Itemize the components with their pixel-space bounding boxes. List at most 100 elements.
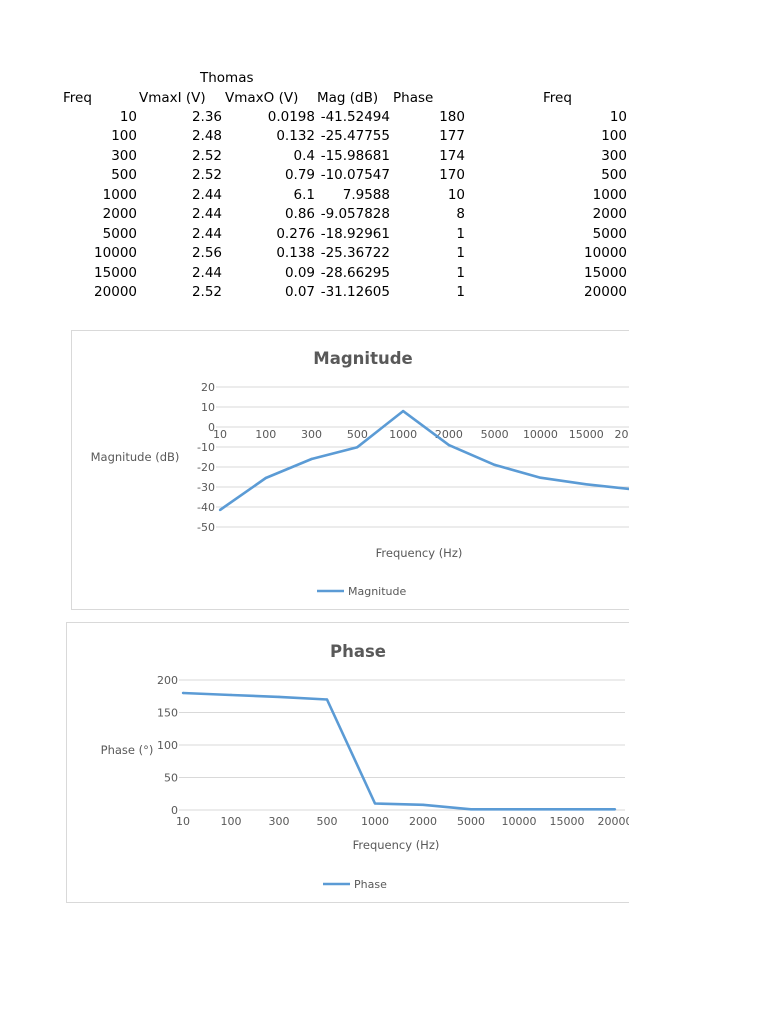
data-point	[613, 808, 617, 811]
cell-freq: 300	[111, 147, 137, 164]
cell-freq-2: 15000	[584, 264, 627, 281]
cell-vmaxi: 2.52	[191, 147, 222, 164]
data-point	[539, 476, 542, 479]
x-tick-label: 300	[301, 428, 322, 441]
cell-freq: 100	[111, 128, 137, 145]
y-tick-label: -20	[197, 461, 215, 474]
data-point	[447, 443, 451, 447]
cell-vmaxo: 0.09	[284, 264, 315, 281]
cell-mag: 7.9588	[342, 186, 390, 203]
x-axis-title: Frequency (Hz)	[376, 546, 463, 560]
x-tick-label: 100	[255, 428, 276, 441]
cell-mag: -9.057828	[320, 206, 390, 223]
header-freq-2: Freq	[543, 90, 572, 106]
y-tick-label: 0	[208, 421, 215, 434]
cell-freq: 20000	[94, 284, 137, 301]
data-point	[229, 693, 233, 697]
cell-vmaxo: 0.79	[284, 167, 315, 184]
chart-title: Magnitude	[313, 349, 412, 368]
y-tick-label: 0	[171, 804, 178, 817]
cell-vmaxi: 2.44	[191, 186, 222, 203]
cell-freq-2: 10	[609, 109, 627, 125]
cell-freq-2: 2000	[592, 206, 627, 223]
cell-vmaxo: 0.132	[276, 128, 315, 145]
chart-title: Phase	[330, 642, 386, 661]
data-point	[310, 457, 313, 461]
cell-vmaxo: 0.07	[284, 284, 315, 301]
cell-vmaxi: 2.44	[191, 264, 222, 281]
data-point	[585, 483, 588, 486]
cell-phase: 170	[439, 167, 465, 184]
cell-mag: -25.47755	[320, 128, 390, 145]
group-label: Thomas	[200, 70, 254, 86]
data-point	[517, 808, 521, 811]
magnitude-chart: Magnitude 20 10 0 -10 -20 -30 -40 -50 10 100 300 500…	[71, 330, 629, 610]
cell-mag: -25.36722	[320, 245, 390, 262]
header-freq: Freq	[63, 90, 92, 106]
y-tick-label: 50	[164, 772, 178, 785]
data-point	[373, 802, 377, 805]
x-tick-label: 1000	[389, 428, 417, 441]
cell-vmaxi: 2.56	[191, 245, 222, 262]
cell-mag: -41.52494	[320, 109, 390, 125]
cell-vmaxo: 6.1	[293, 186, 315, 203]
x-tick-label: 5000	[457, 815, 485, 828]
cell-phase: 180	[439, 109, 465, 125]
cell-mag: -18.92961	[320, 225, 390, 242]
cell-vmaxi: 2.44	[191, 225, 222, 242]
x-tick-label: 5000	[481, 428, 509, 441]
x-tick-label: 10000	[523, 428, 558, 441]
cell-phase: 1	[456, 225, 465, 242]
cell-vmaxi: 2.36	[191, 109, 222, 125]
cell-vmaxi: 2.52	[191, 167, 222, 184]
cell-freq-2: 10000	[584, 245, 627, 262]
cell-mag: -28.66295	[320, 264, 390, 281]
data-point	[421, 803, 425, 806]
cell-phase: 1	[456, 245, 465, 262]
y-tick-label: 20	[201, 381, 215, 394]
data-point	[277, 695, 281, 699]
y-tick-label: -50	[197, 521, 215, 534]
x-tick-label: 20000	[615, 428, 630, 441]
x-tick-label: 10000	[502, 815, 537, 828]
legend-label: Magnitude	[348, 585, 407, 598]
legend-label: Phase	[354, 878, 387, 891]
cell-vmaxo: 0.138	[276, 245, 315, 262]
data-point	[356, 445, 359, 449]
cell-phase: 174	[439, 147, 465, 164]
x-tick-label: 15000	[550, 815, 585, 828]
y-tick-label: 150	[157, 707, 178, 720]
cell-vmaxo: 0.4	[293, 147, 315, 164]
cell-freq: 10000	[94, 245, 137, 262]
x-axis-title: Frequency (Hz)	[353, 838, 440, 852]
header-vmaxi: VmaxI (V)	[139, 90, 206, 106]
x-tick-label: 10	[176, 815, 190, 828]
y-tick-label: 200	[157, 674, 178, 687]
cell-freq: 5000	[102, 225, 137, 242]
cell-vmaxi: 2.52	[191, 284, 222, 301]
x-tick-label: 100	[221, 815, 242, 828]
cell-freq-2: 100	[601, 128, 627, 145]
x-tick-label: 20000	[598, 815, 630, 828]
y-tick-label: -30	[197, 481, 215, 494]
series-line	[182, 691, 615, 811]
cell-phase: 1	[456, 284, 465, 301]
cell-freq-2: 5000	[592, 225, 627, 242]
y-tick-label: -40	[197, 501, 215, 514]
header-mag: Mag (dB)	[317, 90, 379, 106]
y-tick-label: -10	[197, 441, 215, 454]
cell-mag: -15.98681	[320, 147, 390, 164]
cell-freq-2: 20000	[584, 284, 627, 301]
cell-vmaxo: 0.0198	[267, 109, 315, 125]
y-axis-title: Magnitude (dB)	[91, 450, 180, 464]
cell-freq-2: 500	[601, 167, 627, 184]
data-point	[469, 808, 473, 811]
data-point	[181, 691, 185, 695]
x-tick-label: 500	[347, 428, 368, 441]
cell-freq-2: 1000	[592, 186, 627, 203]
series-line	[219, 409, 629, 512]
y-tick-label: 10	[201, 401, 215, 414]
cell-freq: 2000	[102, 206, 137, 223]
